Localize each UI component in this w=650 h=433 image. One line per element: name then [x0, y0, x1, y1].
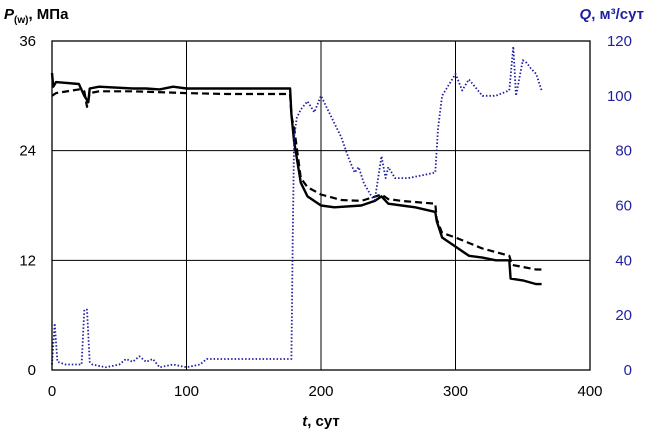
y-right-tick-label: 0: [624, 362, 632, 379]
tick-labels: 0 100 200 300 400 0 12 24 36 0 20 40 60 80 100 120: [19, 33, 632, 400]
series-line-dashed: [51, 88, 542, 271]
series-line-dotted: [51, 45, 543, 369]
y-right-tick-label: 100: [607, 88, 632, 105]
y-left-tick-label: 0: [28, 362, 36, 379]
y-right-tick-label: 80: [615, 143, 632, 160]
y-axis-left-label: P(w), МПа: [4, 6, 69, 26]
y-left-tick-label: 12: [19, 252, 36, 269]
y-right-tick-label: 60: [615, 198, 632, 215]
x-tick-label: 300: [443, 383, 468, 400]
y-left-tick-label: 24: [19, 143, 36, 160]
y-right-tick-label: 40: [615, 252, 632, 269]
x-tick-label: 200: [308, 383, 333, 400]
x-axis-label: t, сут: [302, 413, 340, 430]
y-right-tick-label: 120: [607, 33, 632, 50]
y-axis-right-label: Q, м³/сут: [580, 6, 644, 23]
y-left-tick-label: 36: [19, 33, 36, 50]
x-tick-label: 0: [48, 383, 56, 400]
plot-frame: [51, 40, 591, 371]
series-group: [50, 45, 543, 369]
x-tick-label: 400: [577, 383, 602, 400]
x-tick-label: 100: [174, 383, 199, 400]
series-line-solid: [50, 72, 542, 286]
y-right-tick-label: 20: [615, 307, 632, 324]
